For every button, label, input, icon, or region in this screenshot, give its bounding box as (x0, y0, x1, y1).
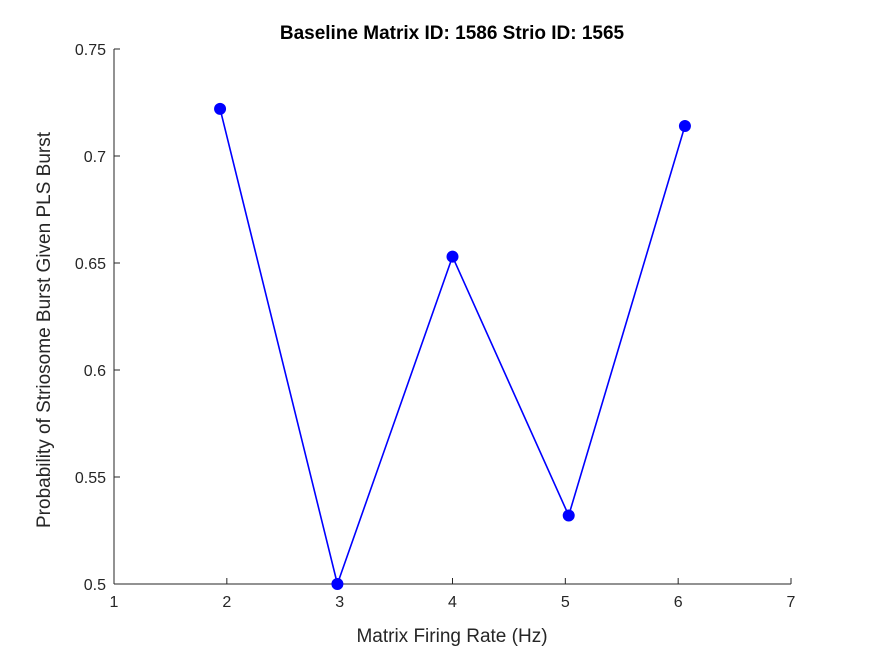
data-point (214, 102, 227, 115)
y-tick-label: 0.65 (75, 256, 106, 273)
series-line (219, 108, 686, 585)
x-tick-label: 2 (222, 594, 231, 611)
data-point (446, 250, 459, 263)
y-tick-label: 0.75 (75, 42, 106, 59)
x-tick-label: 1 (110, 594, 119, 611)
y-tick-label: 0.55 (75, 470, 106, 487)
chart-title: Baseline Matrix ID: 1586 Strio ID: 1565 (280, 23, 625, 44)
y-tick-label: 0.5 (84, 577, 106, 594)
x-ticks: 1 2 3 4 5 6 7 (110, 578, 796, 611)
series-group (214, 102, 691, 590)
data-point (562, 509, 575, 522)
y-tick-label: 0.7 (84, 149, 106, 166)
x-axis-label: Matrix Firing Rate (Hz) (356, 626, 547, 647)
x-tick-label: 6 (674, 594, 683, 611)
x-tick-label: 7 (787, 594, 796, 611)
y-axis-label: Probability of Striosome Burst Given PLS… (34, 131, 55, 528)
x-tick-label: 4 (448, 594, 457, 611)
data-point (331, 578, 344, 590)
x-tick-label: 3 (335, 594, 344, 611)
x-tick-label: 5 (561, 594, 570, 611)
data-point (678, 120, 691, 133)
y-tick-label: 0.6 (84, 363, 106, 380)
y-ticks: 0.5 0.55 0.6 0.65 0.7 0.75 (75, 42, 120, 594)
